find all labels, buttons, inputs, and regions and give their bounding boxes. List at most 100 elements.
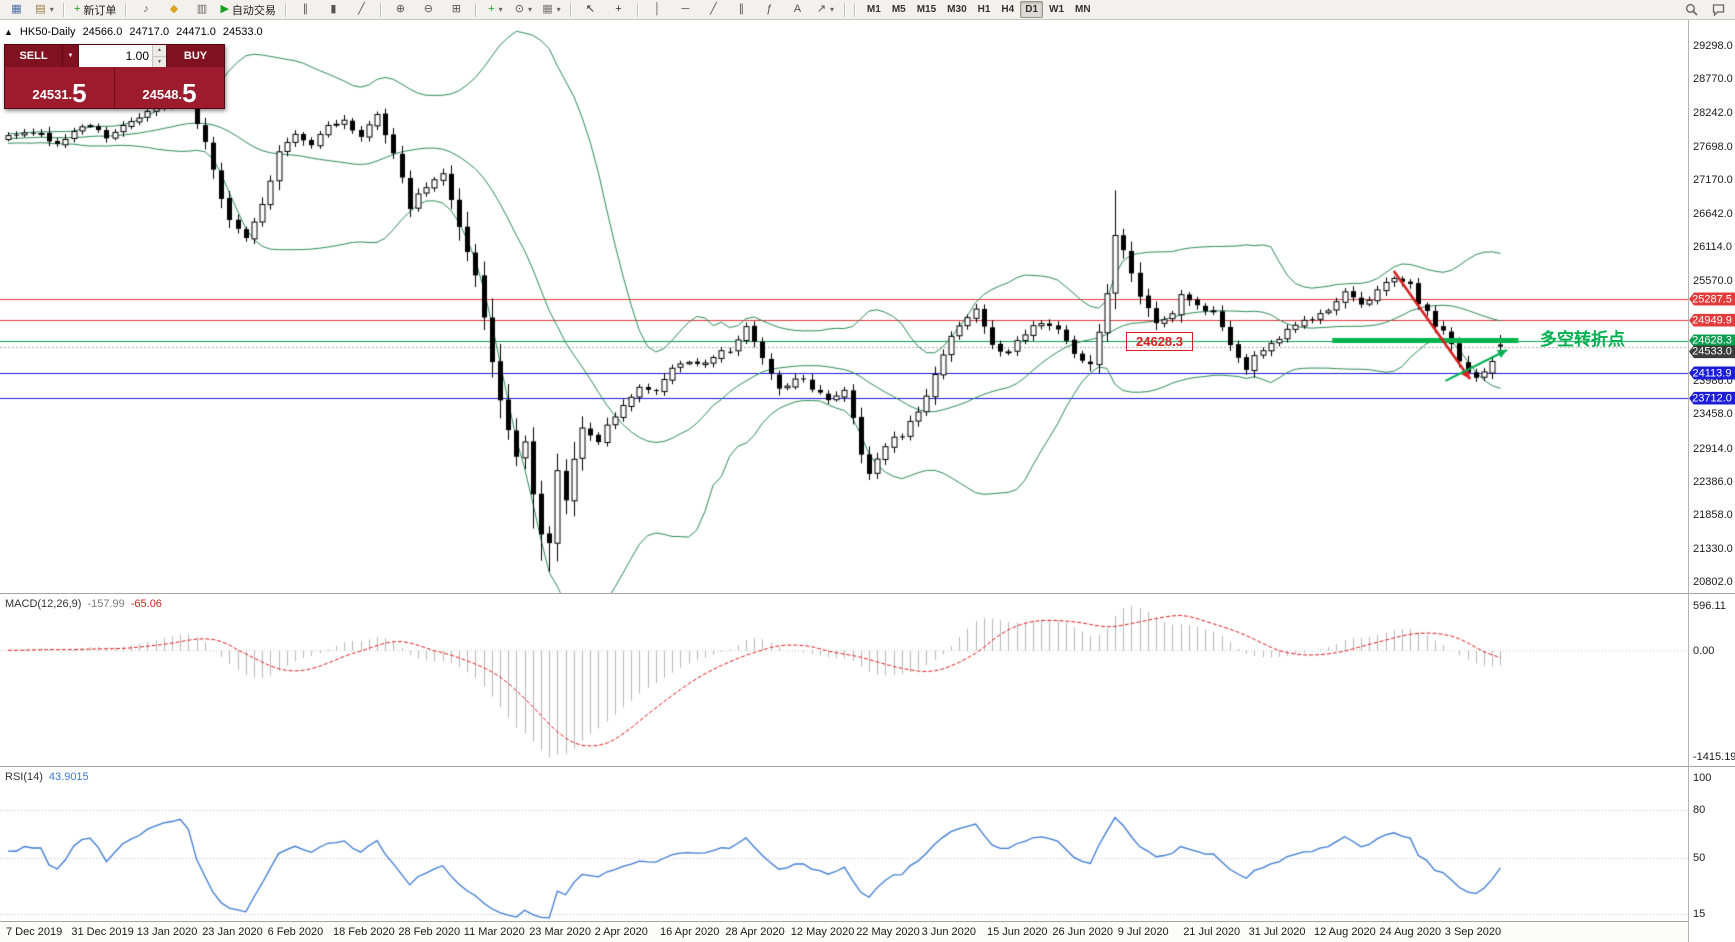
indicators-button[interactable]: + ▾	[482, 0, 509, 19]
price-tag: 24628.3	[1689, 334, 1735, 348]
timeframe-m30[interactable]: M30	[947, 4, 967, 15]
horizontal-line-icon: ─	[681, 3, 690, 15]
tile-windows-button[interactable]: ⊞	[443, 0, 470, 19]
timeframe-m15[interactable]: M15	[916, 4, 937, 15]
rsi-scale-label: 80	[1693, 804, 1706, 816]
profiles-icon: ▤	[35, 3, 46, 15]
price-tag: 24533.0	[1689, 345, 1735, 359]
toolbar-separator	[284, 2, 287, 17]
price-scale-label: 22914.0	[1693, 442, 1733, 455]
date-label: 26 Jun 2020	[1052, 926, 1113, 938]
open-value: 24566.0	[82, 26, 123, 38]
price-chart-canvas[interactable]	[0, 20, 1688, 942]
price-scale-label: 27698.0	[1693, 140, 1733, 153]
date-label: 28 Feb 2020	[398, 926, 461, 938]
rsi-value: 43.9015	[48, 771, 89, 783]
date-label: 18 Feb 2020	[333, 926, 395, 938]
date-label: 6 Feb 2020	[267, 926, 324, 938]
price-scale-label: 20802.0	[1693, 576, 1733, 588]
market-watch-button[interactable]: ▥	[188, 0, 215, 19]
horizontal-line-button[interactable]: ─	[672, 0, 699, 19]
zoom-in-button[interactable]: ⊕	[387, 0, 414, 19]
sell-button[interactable]: SELL	[5, 45, 63, 67]
bar-chart-button[interactable]: ∥	[292, 0, 319, 19]
rsi-name: RSI(14)	[5, 771, 43, 783]
cursor-button[interactable]: ↖	[577, 0, 604, 19]
price-label-object[interactable]: 24628.3	[1126, 332, 1193, 351]
buy-button[interactable]: BUY	[166, 45, 224, 67]
timeframe-mn[interactable]: MN	[1075, 4, 1091, 15]
caret-down-icon: ▾	[528, 5, 533, 14]
chat-icon	[1712, 4, 1725, 16]
trendline-button[interactable]: ╱	[700, 0, 727, 19]
fibonacci-icon: ƒ	[766, 3, 773, 15]
price-scale-label: 28242.0	[1693, 106, 1733, 119]
fibonacci-button[interactable]: ƒ	[756, 0, 783, 19]
date-label: 31 Jul 2020	[1248, 926, 1306, 938]
bar-chart-icon: ∥	[302, 3, 309, 15]
macd-rsi-splitter[interactable]	[0, 766, 1735, 767]
toolbar-buttons: ▦ ▤ ▾ + 新订单 ♪ ◆ ▥ ▶ 自动交易 ∥ ▮ ╱ ⊕ ⊖ ⊞ + ▾ ⊙ ▾ ▦ ▾ ↖ + │ ─ ╱ ∥ ƒ A ↗ ▾	[3, 0, 850, 19]
vertical-line-icon: │	[653, 3, 661, 15]
search-button[interactable]	[1678, 0, 1705, 19]
price-scale-label: 26114.0	[1693, 240, 1732, 253]
caret-down-icon: ▾	[830, 5, 835, 14]
price-scale[interactable]: 29298.0 28770.0 28242.0 27698.0 27170.0 26642…	[1688, 20, 1735, 942]
date-axis[interactable]: 7 Dec 2019 31 Dec 2019 13 Jan 2020 23 Jan 2…	[0, 921, 1688, 942]
pivot-annotation-text[interactable]: 多空转折点	[1540, 330, 1625, 349]
sell-price-big: 5	[72, 77, 87, 108]
new-order-button[interactable]: + 新订单	[70, 0, 120, 19]
toolbar-separator	[843, 2, 846, 17]
text-button[interactable]: A	[784, 0, 811, 19]
timeframe-d1[interactable]: D1	[1020, 1, 1044, 18]
tile-windows-icon: ⊞	[451, 3, 462, 15]
channel-button[interactable]: ∥	[728, 0, 755, 19]
date-label: 22 May 2020	[856, 926, 920, 938]
channel-icon: ∥	[738, 3, 745, 15]
high-value: 24717.0	[129, 26, 170, 38]
date-label: 2 Apr 2020	[594, 926, 648, 938]
volume-down-button[interactable]: ▼	[153, 56, 166, 67]
arrows-button[interactable]: ↗ ▾	[812, 0, 839, 19]
autotrading-button[interactable]: ▶ 自动交易	[216, 0, 279, 19]
symbol-period-label: HK50-Daily	[19, 26, 76, 38]
line-chart-icon: ╱	[358, 3, 365, 15]
periods-button[interactable]: ⊙ ▾	[510, 0, 537, 19]
one-click-toggle[interactable]: ▲	[4, 27, 13, 37]
timeframe-m5[interactable]: M5	[891, 4, 906, 15]
date-label: 9 Jul 2020	[1117, 926, 1169, 938]
profiles-button[interactable]: ▤ ▾	[31, 0, 58, 19]
price-scale-label: 21330.0	[1693, 542, 1733, 555]
timeframe-h1[interactable]: H1	[977, 4, 991, 15]
date-label: 12 Aug 2020	[1314, 926, 1376, 938]
order-type-dropdown[interactable]: ▼	[63, 45, 79, 67]
chat-button[interactable]	[1705, 0, 1732, 19]
volume-input[interactable]	[79, 45, 152, 67]
line-chart-button[interactable]: ╱	[348, 0, 375, 19]
main-macd-splitter[interactable]	[0, 593, 1735, 594]
indicators-icon: +	[488, 3, 495, 15]
templates-button[interactable]: ▦ ▾	[538, 0, 565, 19]
new-chart-button[interactable]: ▦	[3, 0, 30, 19]
timeframe-w1[interactable]: W1	[1049, 4, 1065, 15]
metaeditor-button[interactable]: ◆	[160, 0, 187, 19]
sell-price: 24531. 5	[5, 67, 114, 108]
volume-up-button[interactable]: ▲	[153, 45, 166, 57]
zoom-out-button[interactable]: ⊖	[415, 0, 442, 19]
rsi-scale-label: 50	[1693, 852, 1706, 864]
timeframe-m1[interactable]: M1	[866, 4, 881, 15]
toolbar-separator	[379, 2, 382, 17]
crosshair-button[interactable]: +	[605, 0, 632, 19]
volume-field: ▲ ▼	[79, 45, 166, 67]
date-label: 15 Jun 2020	[987, 926, 1048, 938]
candlestick-chart-button[interactable]: ▮	[320, 0, 347, 19]
date-label: 12 May 2020	[790, 926, 855, 938]
market-watch-icon: ▥	[196, 3, 208, 15]
zoom-in-icon: ⊕	[395, 3, 406, 15]
buy-price-main: 24548.	[142, 87, 183, 102]
timeframe-h4[interactable]: H4	[1001, 4, 1015, 15]
rsi-indicator-label: RSI(14) 43.9015	[5, 771, 89, 783]
vertical-line-button[interactable]: │	[644, 0, 671, 19]
sound-button[interactable]: ♪	[132, 0, 159, 19]
